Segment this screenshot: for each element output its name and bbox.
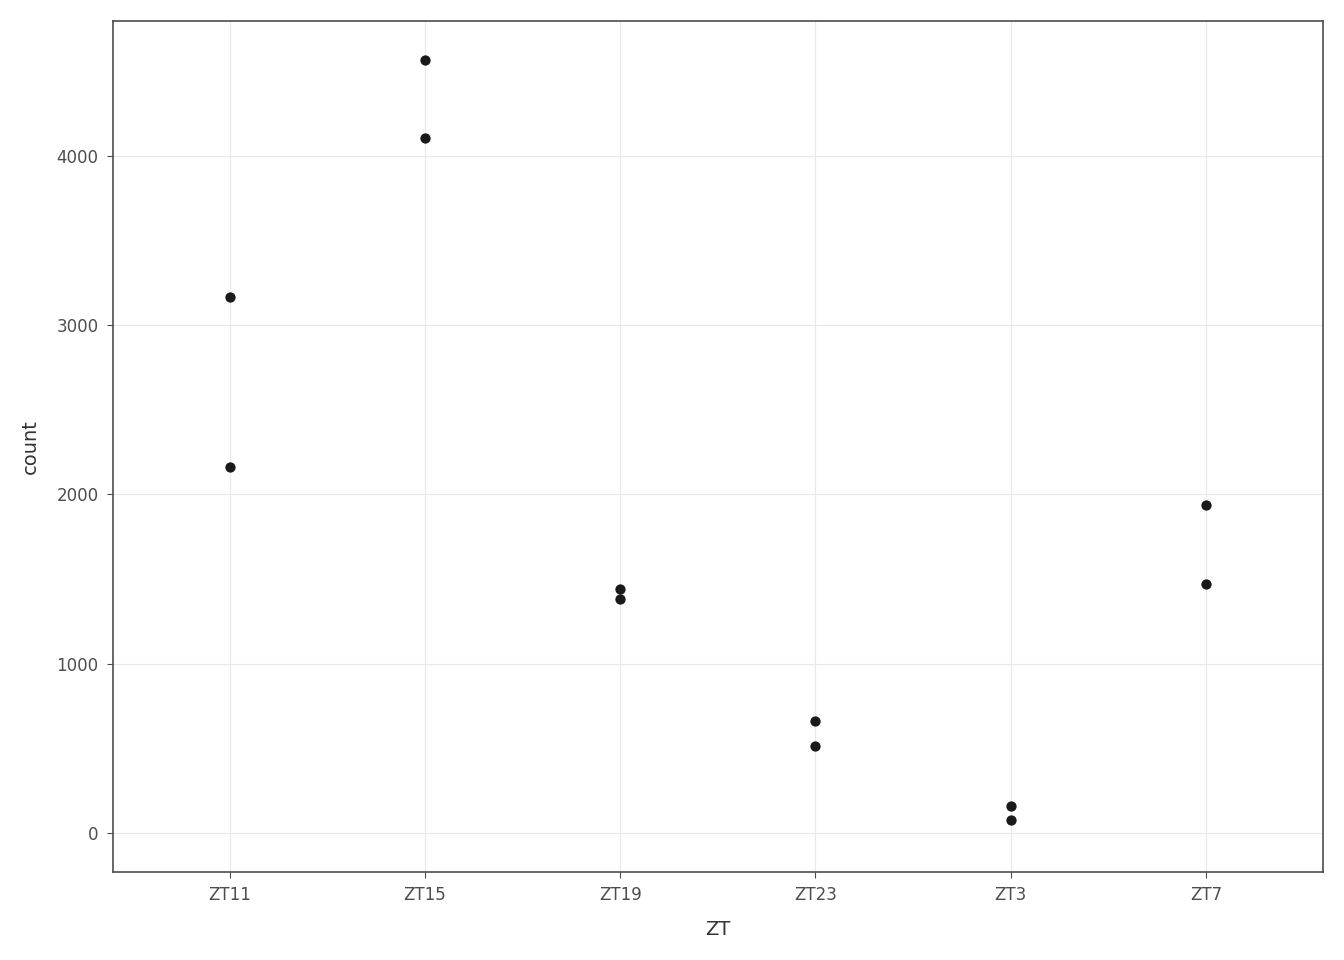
Point [1195,576,1216,591]
Point [414,130,435,145]
Point [219,289,241,304]
Point [219,460,241,475]
Point [414,52,435,67]
Point [609,591,630,607]
X-axis label: ZT: ZT [706,921,731,939]
Point [609,582,630,597]
Point [1000,812,1021,828]
Point [1195,497,1216,513]
Point [805,713,827,729]
Point [805,739,827,755]
Y-axis label: count: count [22,419,40,473]
Point [1000,799,1021,814]
